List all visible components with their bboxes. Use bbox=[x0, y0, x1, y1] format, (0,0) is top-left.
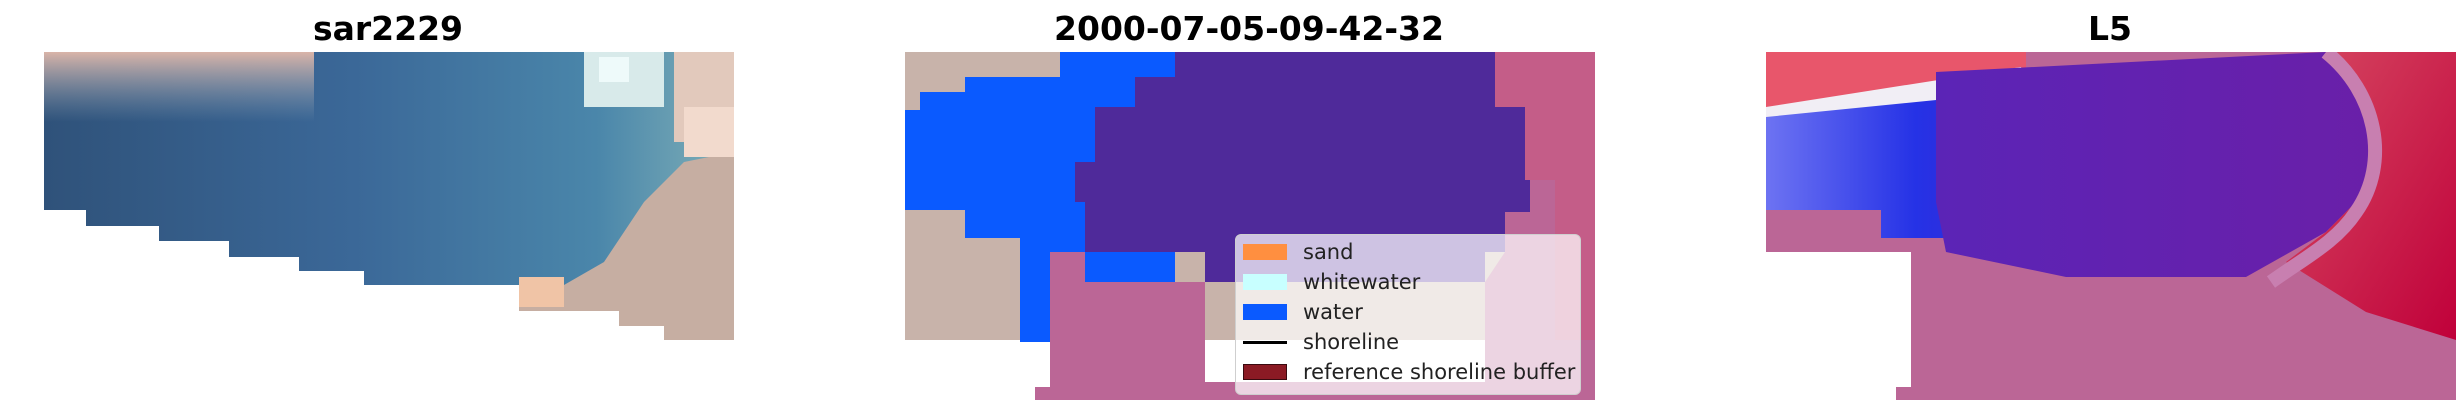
shoreline-buffer bbox=[1035, 52, 1595, 400]
l5-probability-map bbox=[1766, 52, 2456, 400]
legend-label: whitewater bbox=[1303, 270, 1421, 294]
legend-label: sand bbox=[1303, 240, 1354, 264]
legend-label: shoreline bbox=[1303, 330, 1400, 354]
buffer-swatch bbox=[1243, 364, 1287, 380]
panel-title-rgb: sar2229 bbox=[312, 9, 464, 48]
whitewater-swatch bbox=[1243, 274, 1287, 290]
whitewater-bright bbox=[599, 57, 629, 82]
purple-water bbox=[1936, 52, 2381, 277]
legend-item-shoreline: shoreline bbox=[1236, 327, 1580, 357]
rgb-satellite-image bbox=[44, 52, 734, 340]
sand-swatch bbox=[1243, 244, 1287, 260]
shoreline-line-swatch bbox=[1243, 341, 1287, 344]
water-body bbox=[44, 52, 734, 340]
sand-bright-patch bbox=[519, 277, 564, 307]
panel-title-date: 2000-07-05-09-42-32 bbox=[1054, 9, 1444, 48]
pink-edge bbox=[2266, 52, 2382, 288]
right-sand-area bbox=[519, 152, 734, 340]
legend-label: reference shoreline buffer bbox=[1303, 360, 1576, 384]
legend-item-sand: sand bbox=[1236, 237, 1580, 267]
legend-item-water: water bbox=[1236, 297, 1580, 327]
water-swatch bbox=[1243, 304, 1287, 320]
sand-beach bbox=[684, 107, 734, 157]
panel-title-l5: L5 bbox=[2088, 9, 2132, 48]
legend-item-reference-buffer: reference shoreline buffer bbox=[1236, 357, 1580, 387]
legend-item-whitewater: whitewater bbox=[1236, 267, 1580, 297]
upper-sand-strip bbox=[44, 52, 314, 122]
legend: sand whitewater water shoreline referenc… bbox=[1235, 234, 1581, 395]
legend-label: water bbox=[1303, 300, 1363, 324]
masked-water bbox=[1075, 52, 1555, 282]
